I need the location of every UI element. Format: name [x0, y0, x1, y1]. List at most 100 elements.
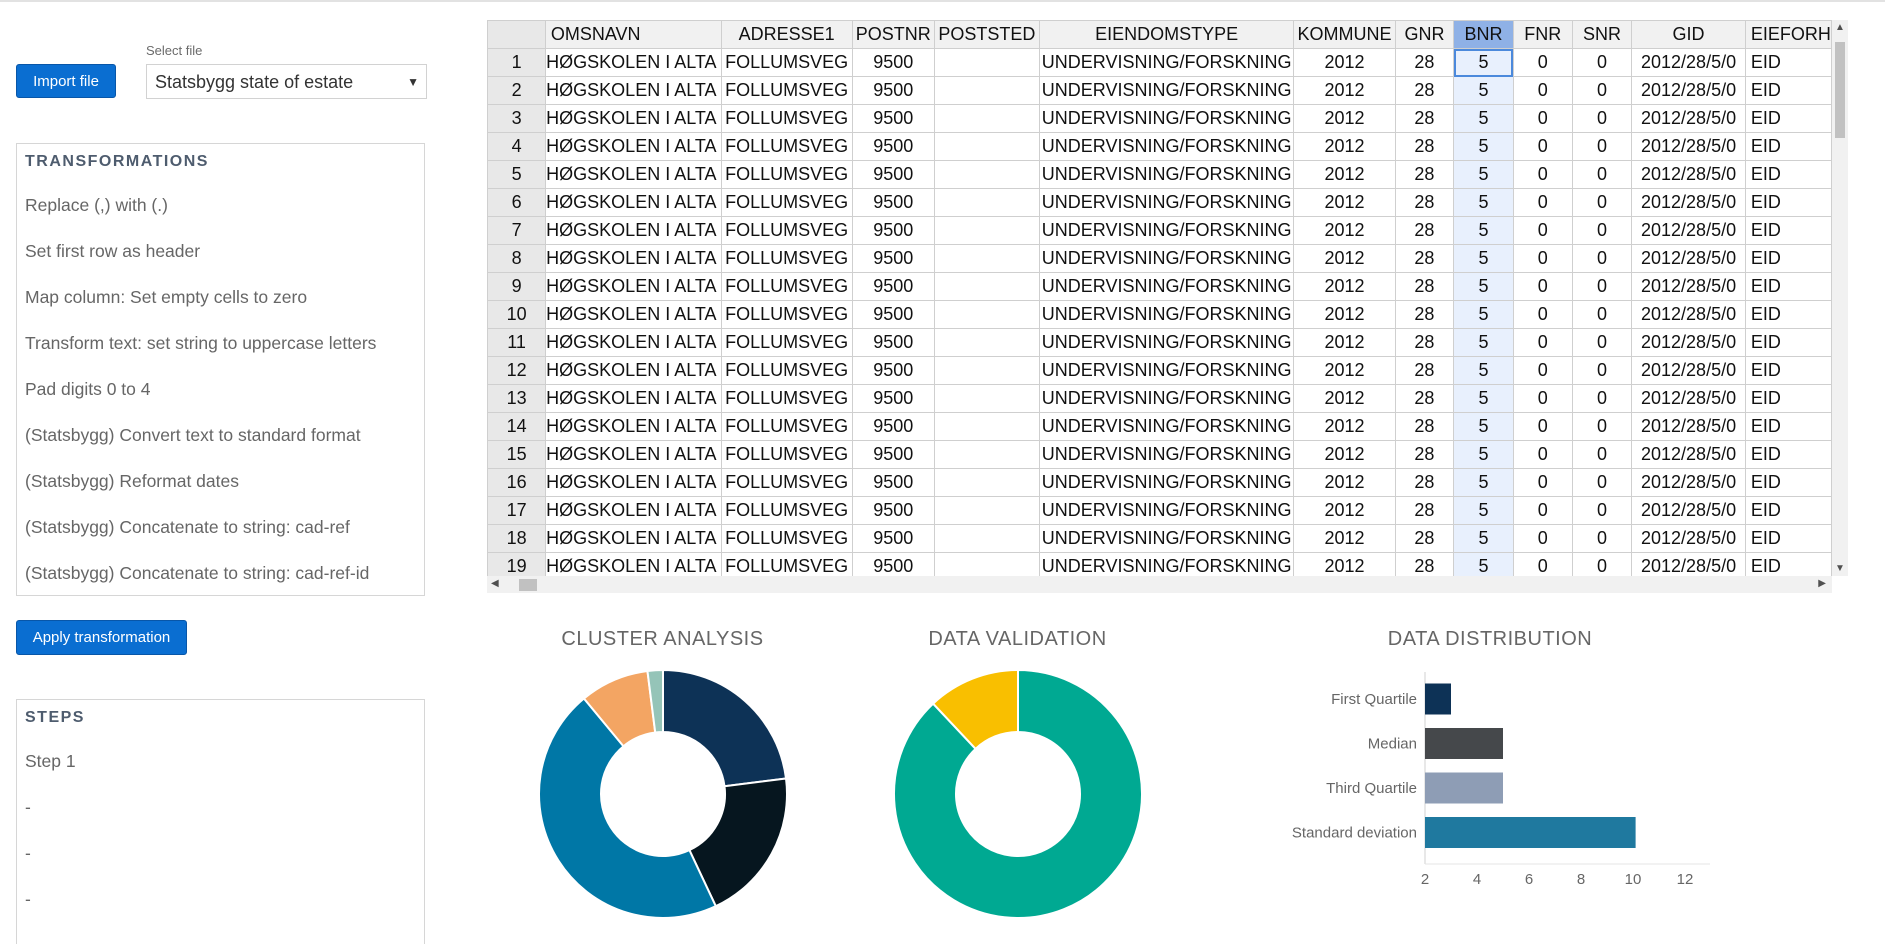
cell-postnr[interactable]: 9500	[851, 440, 935, 469]
cell-fnr[interactable]: 0	[1512, 300, 1573, 329]
cell-poststed[interactable]	[933, 496, 1040, 525]
cell-postnr[interactable]: 9500	[851, 76, 935, 105]
data-table[interactable]: OMSNAVN ADRESSE1 POSTNR POSTSTED EIENDOMSTYP…	[487, 20, 1832, 576]
row-number[interactable]: 16	[487, 468, 547, 497]
cell-eiendomstype[interactable]: UNDERVISNING/FORSKNING	[1038, 160, 1295, 189]
table-row[interactable]: 19 HØGSKOLEN I ALTA FOLLUMSVEG 9500 UNDERVIS…	[487, 552, 1832, 576]
cell-snr[interactable]: 0	[1571, 356, 1633, 385]
cell-postnr[interactable]: 9500	[851, 160, 935, 189]
row-number[interactable]: 10	[487, 300, 547, 329]
row-number[interactable]: 1	[487, 48, 547, 77]
cell-eieforh[interactable]: EID	[1744, 48, 1832, 77]
table-row[interactable]: 13 HØGSKOLEN I ALTA FOLLUMSVEG 9500 UNDERVIS…	[487, 384, 1832, 413]
cell-adresse1[interactable]: FOLLUMSVEG	[720, 244, 853, 273]
cell-fnr[interactable]: 0	[1512, 132, 1573, 161]
cell-postnr[interactable]: 9500	[851, 524, 935, 553]
cell-fnr[interactable]: 0	[1512, 552, 1573, 576]
cell-eieforh[interactable]: EID	[1744, 384, 1832, 413]
cell-fnr[interactable]: 0	[1512, 524, 1573, 553]
cell-postnr[interactable]: 9500	[851, 216, 935, 245]
cell-eieforh[interactable]: EID	[1744, 328, 1832, 357]
cell-eiendomstype[interactable]: UNDERVISNING/FORSKNING	[1038, 48, 1295, 77]
cell-snr[interactable]: 0	[1571, 76, 1633, 105]
cell-adresse1[interactable]: FOLLUMSVEG	[720, 104, 853, 133]
cell-kommune[interactable]: 2012	[1293, 384, 1396, 413]
cell-snr[interactable]: 0	[1571, 104, 1633, 133]
row-number[interactable]: 7	[487, 216, 547, 245]
cell-gnr[interactable]: 28	[1394, 300, 1455, 329]
cell-gnr[interactable]: 28	[1394, 76, 1455, 105]
cell-eieforh[interactable]: EID	[1744, 468, 1832, 497]
cell-postnr[interactable]: 9500	[851, 244, 935, 273]
cell-adresse1[interactable]: FOLLUMSVEG	[720, 552, 853, 576]
cell-gid[interactable]: 2012/28/5/0	[1631, 412, 1746, 441]
cell-poststed[interactable]	[933, 328, 1040, 357]
cell-bnr[interactable]: 5	[1453, 272, 1514, 301]
scroll-right-icon[interactable]: ▶	[1818, 578, 1826, 589]
cell-bnr[interactable]: 5	[1453, 132, 1514, 161]
cell-snr[interactable]: 0	[1571, 440, 1633, 469]
cell-poststed[interactable]	[933, 160, 1040, 189]
cell-kommune[interactable]: 2012	[1293, 300, 1396, 329]
cell-kommune[interactable]: 2012	[1293, 76, 1396, 105]
cell-gid[interactable]: 2012/28/5/0	[1631, 104, 1746, 133]
cell-fnr[interactable]: 0	[1512, 412, 1573, 441]
cell-omsnavn[interactable]: HØGSKOLEN I ALTA	[545, 356, 722, 385]
cell-eiendomstype[interactable]: UNDERVISNING/FORSKNING	[1038, 188, 1295, 217]
cell-bnr[interactable]: 5	[1453, 412, 1514, 441]
cell-omsnavn[interactable]: HØGSKOLEN I ALTA	[545, 132, 722, 161]
cell-poststed[interactable]	[933, 300, 1040, 329]
cell-adresse1[interactable]: FOLLUMSVEG	[720, 384, 853, 413]
cell-eiendomstype[interactable]: UNDERVISNING/FORSKNING	[1038, 440, 1295, 469]
cell-omsnavn[interactable]: HØGSKOLEN I ALTA	[545, 524, 722, 553]
cell-adresse1[interactable]: FOLLUMSVEG	[720, 356, 853, 385]
cell-gid[interactable]: 2012/28/5/0	[1631, 132, 1746, 161]
cell-gid[interactable]: 2012/28/5/0	[1631, 552, 1746, 576]
cell-postnr[interactable]: 9500	[851, 384, 935, 413]
table-row[interactable]: 3 HØGSKOLEN I ALTA FOLLUMSVEG 9500 UNDERVISN…	[487, 104, 1832, 133]
row-number[interactable]: 17	[487, 496, 547, 525]
cell-adresse1[interactable]: FOLLUMSVEG	[720, 496, 853, 525]
cell-poststed[interactable]	[933, 132, 1040, 161]
cell-kommune[interactable]: 2012	[1293, 216, 1396, 245]
cell-snr[interactable]: 0	[1571, 272, 1633, 301]
column-header-gid[interactable]: GID	[1631, 20, 1746, 49]
cell-gnr[interactable]: 28	[1394, 188, 1455, 217]
row-number[interactable]: 18	[487, 524, 547, 553]
vertical-scrollbar[interactable]: ▲ ▼	[1832, 20, 1848, 576]
cell-bnr[interactable]: 5	[1453, 384, 1514, 413]
table-row[interactable]: 9 HØGSKOLEN I ALTA FOLLUMSVEG 9500 UNDERVISN…	[487, 272, 1832, 301]
cell-gnr[interactable]: 28	[1394, 440, 1455, 469]
cell-adresse1[interactable]: FOLLUMSVEG	[720, 48, 853, 77]
cell-snr[interactable]: 0	[1571, 160, 1633, 189]
cell-postnr[interactable]: 9500	[851, 300, 935, 329]
cell-postnr[interactable]: 9500	[851, 132, 935, 161]
cell-fnr[interactable]: 0	[1512, 440, 1573, 469]
table-row[interactable]: 17 HØGSKOLEN I ALTA FOLLUMSVEG 9500 UNDERVIS…	[487, 496, 1832, 525]
cell-eieforh[interactable]: EID	[1744, 356, 1832, 385]
cell-poststed[interactable]	[933, 412, 1040, 441]
cell-eiendomstype[interactable]: UNDERVISNING/FORSKNING	[1038, 216, 1295, 245]
cell-omsnavn[interactable]: HØGSKOLEN I ALTA	[545, 412, 722, 441]
cell-bnr[interactable]: 5	[1453, 552, 1514, 576]
cell-gnr[interactable]: 28	[1394, 328, 1455, 357]
cell-bnr[interactable]: 5	[1453, 104, 1514, 133]
cell-gnr[interactable]: 28	[1394, 48, 1455, 77]
table-row[interactable]: 15 HØGSKOLEN I ALTA FOLLUMSVEG 9500 UNDERVIS…	[487, 440, 1832, 469]
cell-omsnavn[interactable]: HØGSKOLEN I ALTA	[545, 384, 722, 413]
cell-eieforh[interactable]: EID	[1744, 300, 1832, 329]
vertical-scroll-thumb[interactable]	[1835, 42, 1845, 138]
import-file-button[interactable]: Import file	[16, 64, 116, 98]
column-header-poststed[interactable]: POSTSTED	[933, 20, 1040, 49]
cell-snr[interactable]: 0	[1571, 524, 1633, 553]
cell-eiendomstype[interactable]: UNDERVISNING/FORSKNING	[1038, 552, 1295, 576]
cell-postnr[interactable]: 9500	[851, 356, 935, 385]
cell-poststed[interactable]	[933, 356, 1040, 385]
cell-poststed[interactable]	[933, 524, 1040, 553]
scroll-up-icon[interactable]: ▲	[1835, 22, 1845, 33]
cell-gnr[interactable]: 28	[1394, 104, 1455, 133]
cell-eieforh[interactable]: EID	[1744, 440, 1832, 469]
cell-fnr[interactable]: 0	[1512, 272, 1573, 301]
cell-bnr[interactable]: 5	[1453, 300, 1514, 329]
table-row[interactable]: 1 HØGSKOLEN I ALTA FOLLUMSVEG 9500 UNDERVISN…	[487, 48, 1832, 77]
